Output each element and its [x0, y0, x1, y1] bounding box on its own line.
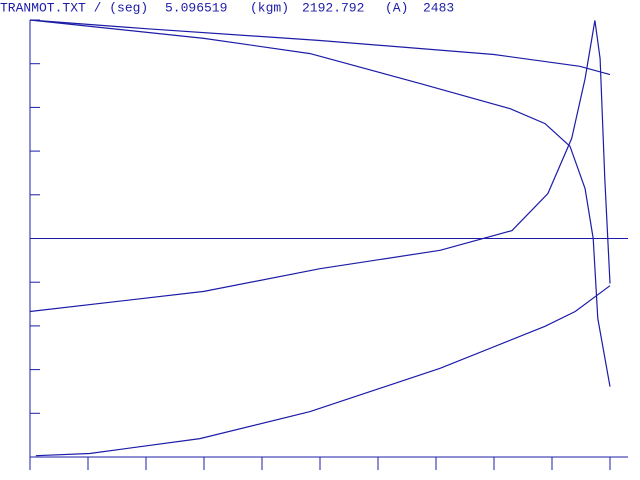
header-text: 5.096519	[165, 0, 227, 15]
curve	[29, 19, 611, 387]
header-text: (kgm)	[250, 0, 289, 15]
header-text: (A)	[385, 0, 408, 15]
header: TRANMOT.TXT / (seg) 5.096519 (kgm) 2192.792…	[0, 0, 454, 15]
header-text: TRANMOT.TXT / (seg)	[0, 0, 148, 15]
curve	[29, 20, 611, 313]
curve	[29, 19, 611, 76]
curve	[35, 285, 611, 457]
header-text: 2483	[423, 0, 454, 15]
header-text: 2192.792	[302, 0, 364, 15]
